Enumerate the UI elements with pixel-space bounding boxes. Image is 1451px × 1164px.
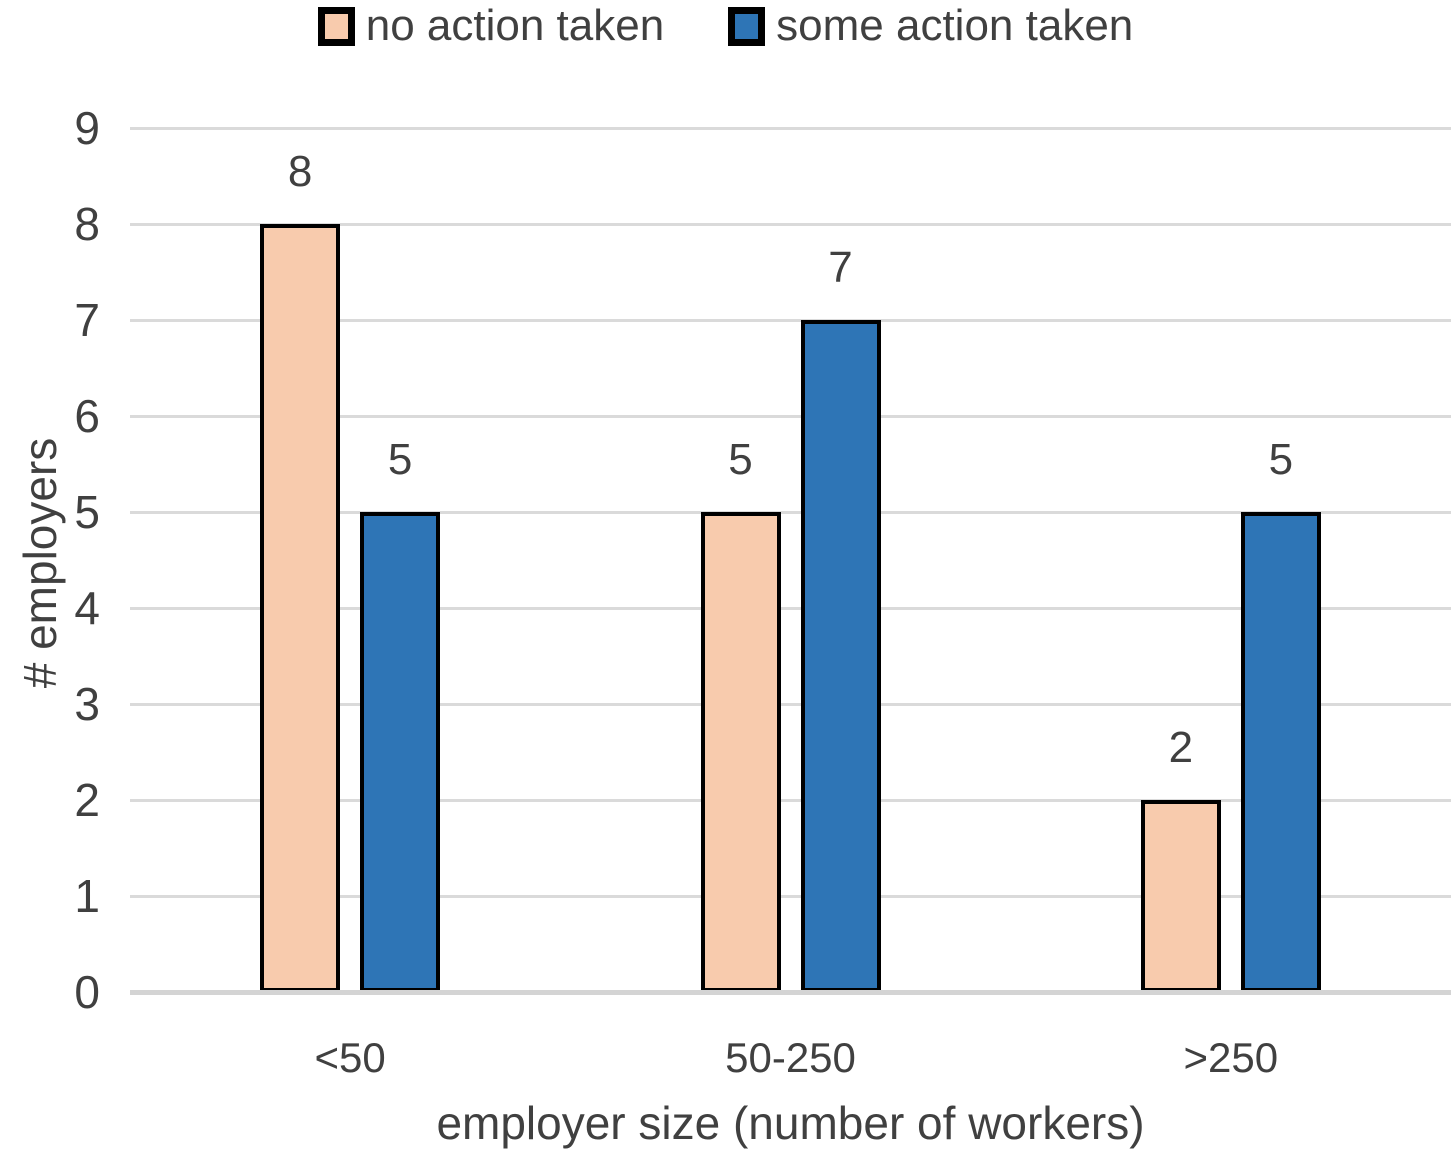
gridline xyxy=(130,127,1451,130)
x-category-label: <50 xyxy=(314,1034,386,1081)
gridline xyxy=(130,511,1451,514)
y-tick-label: 9 xyxy=(74,102,100,154)
y-tick-label: 1 xyxy=(74,870,100,922)
x-axis-line xyxy=(130,990,1451,995)
gridline xyxy=(130,607,1451,610)
bar-value-label: 5 xyxy=(387,435,413,484)
bar-value-label: 2 xyxy=(1168,723,1194,772)
legend-swatch-icon xyxy=(317,6,355,46)
bar-some-action-taken->250 xyxy=(1240,512,1321,992)
bar-no-action-taken-50-250 xyxy=(700,512,781,992)
legend-item-some-action-taken: some action taken xyxy=(728,2,1133,50)
y-tick-label: 2 xyxy=(74,774,100,826)
bar-some-action-taken-50-250 xyxy=(800,320,881,992)
bar-no-action-taken->250 xyxy=(1140,800,1221,992)
gridline xyxy=(130,223,1451,226)
bar-value-label: 7 xyxy=(828,243,853,292)
y-tick-label: 6 xyxy=(74,390,100,442)
bar-value-label: 5 xyxy=(1268,435,1294,484)
gridline xyxy=(130,895,1451,898)
legend-label: some action taken xyxy=(776,1,1134,50)
y-tick-label: 5 xyxy=(74,486,100,538)
y-tick-label: 7 xyxy=(74,294,100,346)
bar-value-label: 5 xyxy=(728,435,753,484)
chart-legend: no action taken some action taken xyxy=(0,0,1451,52)
y-tick-label: 3 xyxy=(74,678,100,730)
x-axis-title: employer size (number of workers) xyxy=(436,1097,1145,1149)
y-tick-label: 0 xyxy=(74,966,100,1018)
bar-some-action-taken-<50 xyxy=(360,512,441,992)
y-tick-label: 8 xyxy=(74,198,100,250)
gridline xyxy=(130,319,1451,322)
legend-item-no-action-taken: no action taken xyxy=(317,1,665,50)
gridline xyxy=(130,415,1451,418)
legend-swatch-icon xyxy=(728,6,766,46)
gridline xyxy=(130,799,1451,802)
gridline xyxy=(130,703,1451,706)
x-category-label: 50-250 xyxy=(725,1034,856,1081)
bar-value-label: 8 xyxy=(287,147,313,196)
x-category-label: >250 xyxy=(1183,1034,1279,1081)
bar-no-action-taken-<50 xyxy=(260,224,341,992)
legend-label: no action taken xyxy=(365,1,665,50)
y-tick-label: 4 xyxy=(74,582,100,634)
